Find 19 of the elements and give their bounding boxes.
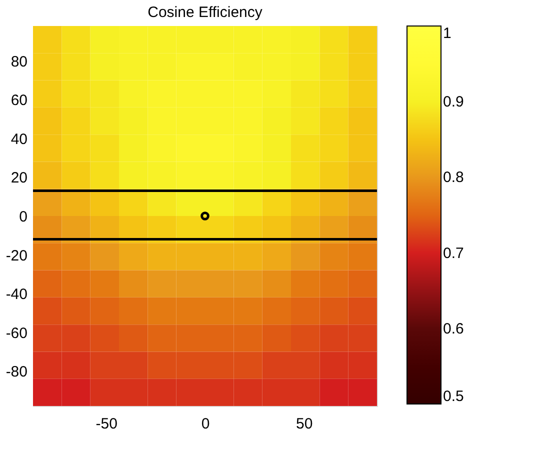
y-tick-label: -80 <box>6 364 28 381</box>
y-tick-label: -60 <box>6 324 28 342</box>
color-bar-label: 0.7 <box>443 244 464 262</box>
y-tick-label: 20 <box>10 170 28 187</box>
color-bar-label: 0.5 <box>443 388 464 405</box>
x-tick-label: -50 <box>96 416 118 432</box>
color-bar-label: 0.8 <box>443 169 464 186</box>
y-tick-label: 60 <box>10 92 28 110</box>
y-tick-label: -20 <box>6 247 28 264</box>
x-tick-label: 50 <box>296 416 313 432</box>
color-bar-label: 1 <box>443 25 452 42</box>
y-tick-label: 40 <box>10 130 28 148</box>
chart-title: Cosine Efficiency <box>148 4 263 21</box>
y-tick-label: -40 <box>6 286 28 304</box>
color-bar-label: 0.6 <box>443 320 464 338</box>
color-bar-label: 0.9 <box>443 94 464 111</box>
y-tick-label: 80 <box>10 53 28 70</box>
y-tick-label: 0 <box>19 208 28 226</box>
x-tick-label: 0 <box>201 416 210 432</box>
